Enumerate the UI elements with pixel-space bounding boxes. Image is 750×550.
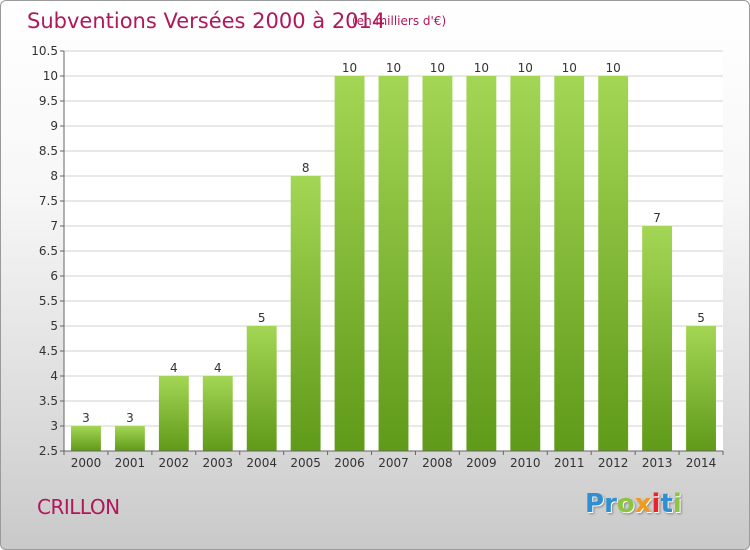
bar-2013 xyxy=(642,226,673,451)
bar-2005 xyxy=(290,176,321,451)
value-label-2002: 4 xyxy=(170,361,178,375)
bar-2012 xyxy=(598,76,629,451)
x-tick-label-2011: 2011 xyxy=(554,456,585,470)
x-tick-label-2008: 2008 xyxy=(422,456,453,470)
value-label-2005: 8 xyxy=(302,161,310,175)
x-axis-ticks: 2000 2001 2002 2003 2004 2005 2006 2007 2008 2009… xyxy=(63,451,724,470)
bar-2014 xyxy=(686,326,716,451)
y-tick-label: 9.5 xyxy=(39,94,58,108)
x-tick-label-2003: 2003 xyxy=(202,456,233,470)
x-tick-label-2014: 2014 xyxy=(686,456,717,470)
value-label-2013: 7 xyxy=(653,211,661,225)
bar-2001 xyxy=(114,426,145,451)
bar-2004 xyxy=(246,326,277,451)
value-label-2004: 5 xyxy=(258,311,266,325)
logo-letter: P xyxy=(585,489,605,519)
x-tick-label-2000: 2000 xyxy=(71,456,102,470)
bar-2011 xyxy=(554,76,585,451)
y-tick-label: 3 xyxy=(50,419,58,433)
y-tick-label: 8 xyxy=(50,169,58,183)
chart-title: Subventions Versées 2000 à 2014 xyxy=(27,9,386,33)
x-tick-label-2004: 2004 xyxy=(246,456,277,470)
y-tick-label: 5.5 xyxy=(39,294,58,308)
proxiti-logo: Proxiti xyxy=(585,489,682,519)
x-tick-label-2010: 2010 xyxy=(510,456,541,470)
bar-2003 xyxy=(202,376,233,451)
x-tick-label-2001: 2001 xyxy=(115,456,146,470)
value-label-2008: 10 xyxy=(430,61,445,75)
logo-letter: t xyxy=(660,489,673,519)
y-tick-label: 7.5 xyxy=(39,194,58,208)
x-tick-label-2006: 2006 xyxy=(334,456,365,470)
y-tick-label: 2.5 xyxy=(39,444,58,458)
y-tick-label: 7 xyxy=(50,219,58,233)
logo-letter: x xyxy=(634,489,652,519)
y-tick-label: 8.5 xyxy=(39,144,58,158)
value-label-2000: 3 xyxy=(82,411,90,425)
x-tick-label-2013: 2013 xyxy=(642,456,673,470)
bar-2009 xyxy=(466,76,497,451)
value-label-2010: 10 xyxy=(518,61,533,75)
commune-name: CRILLON xyxy=(37,495,120,519)
bar-2000 xyxy=(71,426,101,451)
value-label-2003: 4 xyxy=(214,361,222,375)
y-tick-label: 4 xyxy=(50,369,58,383)
y-tick-label: 10 xyxy=(43,69,58,83)
y-tick-label: 6.5 xyxy=(39,244,58,258)
logo-letter: o xyxy=(616,489,635,519)
bar-2008 xyxy=(422,76,453,451)
x-tick-label-2007: 2007 xyxy=(378,456,409,470)
bars: 3 3 4 4 5 8 10 10 10 10 10 10 10 7 5 xyxy=(71,61,716,451)
y-tick-label: 9 xyxy=(50,119,58,133)
y-tick-label: 10.5 xyxy=(31,44,58,58)
y-tick-label: 6 xyxy=(50,269,58,283)
y-tick-label: 4.5 xyxy=(39,344,58,358)
x-tick-label-2009: 2009 xyxy=(466,456,497,470)
value-label-2007: 10 xyxy=(386,61,401,75)
value-label-2009: 10 xyxy=(474,61,489,75)
logo-letter: r xyxy=(604,489,617,519)
value-label-2001: 3 xyxy=(126,411,134,425)
value-label-2006: 10 xyxy=(342,61,357,75)
y-tick-label: 3.5 xyxy=(39,394,58,408)
x-tick-label-2002: 2002 xyxy=(159,456,190,470)
bar-2002 xyxy=(158,376,189,451)
value-label-2014: 5 xyxy=(697,311,705,325)
value-label-2011: 10 xyxy=(562,61,577,75)
bar-2006 xyxy=(334,76,365,451)
x-tick-label-2012: 2012 xyxy=(598,456,629,470)
y-axis-ticks: 2.5 3 3.5 4 4.5 5 5.5 6 6.5 7 7.5 8 8.5 9 9.5 10 10.5 xyxy=(31,44,64,458)
x-tick-label-2005: 2005 xyxy=(290,456,321,470)
value-label-2012: 10 xyxy=(606,61,621,75)
bar-2010 xyxy=(510,76,541,451)
y-tick-label: 5 xyxy=(50,319,58,333)
bar-2007 xyxy=(378,76,409,451)
logo-letter: i xyxy=(672,489,682,519)
chart-subtitle: (en milliers d'€) xyxy=(352,14,447,28)
logo-letter: i xyxy=(651,489,661,519)
